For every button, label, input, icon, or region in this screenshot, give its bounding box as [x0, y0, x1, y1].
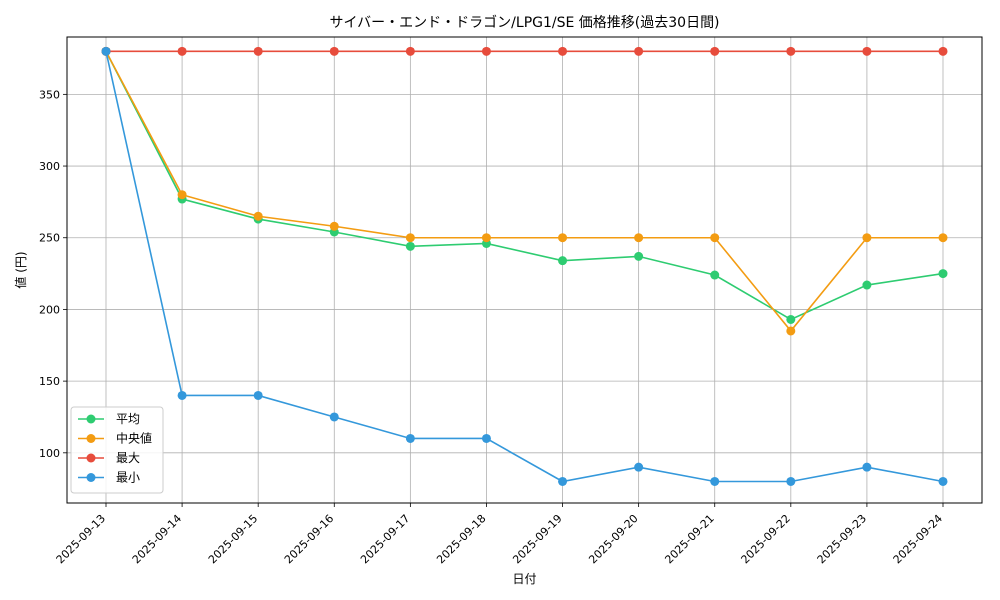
data-point	[101, 46, 111, 56]
y-tick-label: 100	[39, 447, 60, 460]
data-point	[938, 233, 948, 243]
data-point	[634, 46, 644, 56]
series-line	[105, 51, 944, 483]
series-line	[105, 50, 944, 321]
chart-title: サイバー・エンド・ドラゴン/LPG1/SE 価格推移(過去30日間)	[329, 14, 719, 31]
y-tick-label: 200	[39, 303, 60, 316]
data-point	[710, 270, 720, 280]
y-tick-label: 300	[39, 160, 60, 173]
data-point	[253, 211, 263, 221]
data-point	[558, 46, 568, 56]
data-point	[405, 46, 415, 56]
data-point	[558, 476, 568, 486]
legend-marker	[86, 434, 96, 443]
y-tick-label: 350	[39, 88, 60, 101]
data-point	[710, 46, 720, 56]
data-point	[786, 476, 796, 486]
series-layer	[101, 46, 948, 486]
legend-marker	[86, 473, 96, 482]
y-tick-label: 150	[39, 375, 60, 388]
data-point	[253, 390, 263, 400]
data-point	[634, 462, 644, 472]
data-point	[405, 233, 415, 243]
legend-marker	[86, 453, 96, 463]
legend-label: 平均	[116, 412, 140, 426]
legend-box	[70, 406, 164, 494]
data-point	[405, 241, 415, 251]
data-point	[634, 233, 644, 243]
data-point	[253, 46, 263, 56]
data-point	[329, 221, 339, 231]
legend-marker	[86, 414, 96, 424]
data-point	[558, 233, 568, 243]
data-point	[177, 390, 187, 400]
data-point	[177, 190, 187, 200]
legend-label: 最小	[116, 471, 140, 485]
data-point	[862, 280, 872, 290]
data-point	[862, 462, 872, 472]
data-point	[481, 46, 491, 56]
series-line	[105, 50, 943, 333]
y-axis-title: 値 (円)	[13, 251, 28, 288]
x-axis-title: 日付	[512, 572, 536, 586]
data-point	[938, 46, 948, 56]
legend-label: 中央値	[116, 431, 152, 446]
data-point	[862, 46, 872, 56]
data-point	[710, 233, 720, 243]
data-point	[786, 326, 796, 336]
data-point	[481, 433, 491, 443]
data-point	[938, 269, 948, 279]
data-point	[405, 433, 415, 443]
legend-label: 最大	[116, 451, 140, 465]
data-point	[786, 314, 796, 324]
data-point	[634, 251, 644, 261]
grid	[67, 37, 982, 503]
data-point	[177, 46, 187, 56]
data-point	[938, 476, 948, 486]
data-point	[481, 233, 491, 243]
data-point	[786, 46, 796, 56]
data-point	[329, 412, 339, 422]
data-point	[710, 476, 720, 486]
plot-frame	[66, 36, 983, 504]
data-point	[862, 233, 872, 243]
data-point	[558, 256, 568, 266]
data-point	[329, 46, 339, 56]
y-tick-label: 250	[39, 232, 60, 245]
